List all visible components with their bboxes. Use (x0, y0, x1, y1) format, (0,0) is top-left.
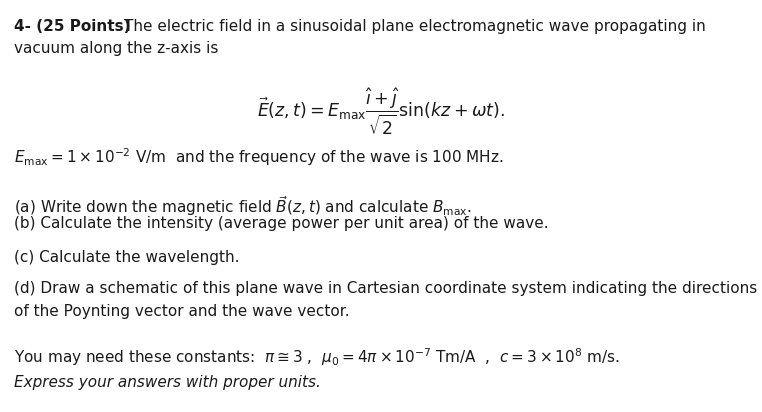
Text: (b) Calculate the intensity (average power per unit area) of the wave.: (b) Calculate the intensity (average pow… (14, 216, 549, 231)
Text: $\vec{E}(z,t) = E_{\mathrm{max}}\dfrac{\hat{\imath} + \hat{\jmath}}{\sqrt{2}}\si: $\vec{E}(z,t) = E_{\mathrm{max}}\dfrac{\… (257, 87, 505, 137)
Text: You may need these constants:  $\pi \cong 3$ ,  $\mu_0 = 4\pi\times10^{-7}$ Tm/A: You may need these constants: $\pi \cong… (14, 346, 620, 368)
Text: (a) Write down the magnetic field $\vec{B}(z,t)$ and calculate $B_{\mathrm{max}}: (a) Write down the magnetic field $\vec{… (14, 194, 472, 218)
Text: vacuum along the z-axis is: vacuum along the z-axis is (14, 41, 218, 56)
Text: The electric field in a sinusoidal plane electromagnetic wave propagating in: The electric field in a sinusoidal plane… (124, 19, 706, 33)
Text: $E_{\mathrm{max}} = 1\times10^{-2}$ V/m  and the frequency of the wave is 100 MH: $E_{\mathrm{max}} = 1\times10^{-2}$ V/m … (14, 146, 504, 168)
Text: (c) Calculate the wavelength.: (c) Calculate the wavelength. (14, 250, 239, 265)
Text: Express your answers with proper units.: Express your answers with proper units. (14, 375, 321, 390)
Text: 4- (25 Points): 4- (25 Points) (14, 19, 130, 33)
Text: of the Poynting vector and the wave vector.: of the Poynting vector and the wave vect… (14, 304, 349, 318)
Text: (d) Draw a schematic of this plane wave in Cartesian coordinate system indicatin: (d) Draw a schematic of this plane wave … (14, 281, 757, 296)
